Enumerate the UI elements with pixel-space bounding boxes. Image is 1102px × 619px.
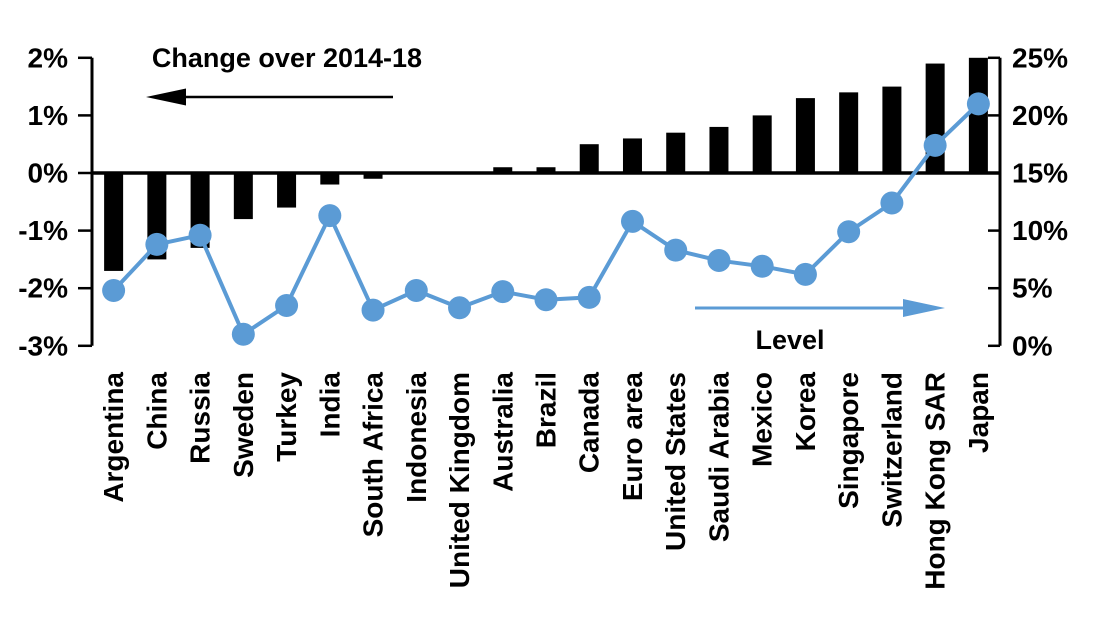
left-tick-label: 1% bbox=[28, 100, 69, 131]
left-tick-label: 2% bbox=[28, 42, 69, 73]
data-point bbox=[620, 209, 644, 233]
line-series-annotation: Level bbox=[695, 299, 945, 355]
category-label: Russia bbox=[185, 372, 216, 464]
left-tick-label: -3% bbox=[18, 330, 68, 361]
data-point bbox=[880, 191, 904, 215]
bar bbox=[968, 57, 988, 173]
bar bbox=[277, 173, 297, 208]
bar bbox=[579, 144, 599, 173]
category-label: Singapore bbox=[833, 372, 864, 509]
data-point bbox=[491, 280, 515, 304]
left-tick-label: -2% bbox=[18, 273, 68, 304]
data-point bbox=[102, 279, 126, 303]
bar bbox=[233, 173, 253, 220]
bar bbox=[320, 173, 340, 185]
right-arrow-icon bbox=[695, 299, 945, 317]
right-tick-label: 25% bbox=[1012, 42, 1068, 73]
right-tick-label: 0% bbox=[1012, 330, 1053, 361]
data-point bbox=[275, 293, 299, 317]
right-tick-label: 15% bbox=[1012, 158, 1068, 189]
category-label: Japan bbox=[963, 372, 994, 453]
left-arrow-icon bbox=[146, 88, 393, 106]
category-label: Canada bbox=[574, 372, 605, 474]
bar bbox=[493, 167, 513, 173]
bar bbox=[752, 115, 772, 173]
data-point bbox=[837, 220, 861, 244]
right-tick-label: 10% bbox=[1012, 215, 1068, 246]
data-point bbox=[318, 204, 342, 228]
data-point bbox=[750, 254, 774, 278]
data-point bbox=[231, 322, 255, 346]
left-tick-label: 0% bbox=[28, 158, 69, 189]
data-point bbox=[188, 223, 212, 247]
category-label: Mexico bbox=[747, 372, 778, 467]
bar bbox=[666, 132, 686, 173]
category-label: Indonesia bbox=[401, 372, 432, 503]
left-axis: 2% 1% 0% -1% -2% -3% bbox=[18, 42, 94, 361]
category-label: Hong Kong SAR bbox=[920, 372, 951, 590]
data-point bbox=[361, 298, 385, 322]
category-label: Saudi Arabia bbox=[703, 372, 734, 543]
right-axis: 25% 20% 15% 10% 5% 0% bbox=[988, 42, 1068, 361]
data-point bbox=[923, 133, 947, 157]
bar bbox=[622, 138, 642, 173]
bar-series-annotation: Change over 2014-18 bbox=[146, 43, 422, 106]
category-label: Brazil bbox=[531, 372, 562, 448]
category-label: India bbox=[314, 372, 345, 438]
bar bbox=[882, 86, 902, 173]
category-label: China bbox=[141, 372, 172, 450]
bar bbox=[709, 126, 729, 173]
bar-series-label: Change over 2014-18 bbox=[152, 43, 422, 73]
bar bbox=[363, 173, 383, 179]
category-label: Sweden bbox=[228, 372, 259, 478]
category-label: Australia bbox=[487, 372, 518, 492]
category-label: South Africa bbox=[358, 372, 389, 538]
category-label: Euro area bbox=[617, 372, 648, 502]
line-series-label: Level bbox=[755, 325, 824, 355]
category-label: Turkey bbox=[271, 372, 302, 462]
line-series bbox=[102, 92, 990, 346]
category-label: United Kingdom bbox=[444, 372, 475, 588]
data-point bbox=[707, 249, 731, 273]
data-point bbox=[793, 262, 817, 286]
data-point bbox=[664, 238, 688, 262]
category-label: United States bbox=[660, 372, 691, 551]
category-label: Switzerland bbox=[876, 372, 907, 528]
bar bbox=[536, 167, 556, 173]
bar bbox=[839, 92, 859, 173]
data-point bbox=[534, 288, 558, 312]
bar bbox=[104, 173, 124, 271]
data-point bbox=[448, 296, 472, 320]
left-tick-label: -1% bbox=[18, 215, 68, 246]
data-point bbox=[577, 285, 601, 309]
bar bbox=[795, 98, 815, 173]
bar-series bbox=[104, 57, 988, 271]
right-tick-label: 20% bbox=[1012, 100, 1068, 131]
category-labels: Argentina China Russia Sweden Turkey India Sou… bbox=[98, 372, 994, 590]
category-label: Korea bbox=[790, 372, 821, 452]
data-point bbox=[966, 92, 990, 116]
data-point bbox=[404, 279, 428, 303]
category-label: Argentina bbox=[98, 372, 129, 503]
data-point bbox=[145, 232, 169, 256]
right-tick-label: 5% bbox=[1012, 273, 1053, 304]
